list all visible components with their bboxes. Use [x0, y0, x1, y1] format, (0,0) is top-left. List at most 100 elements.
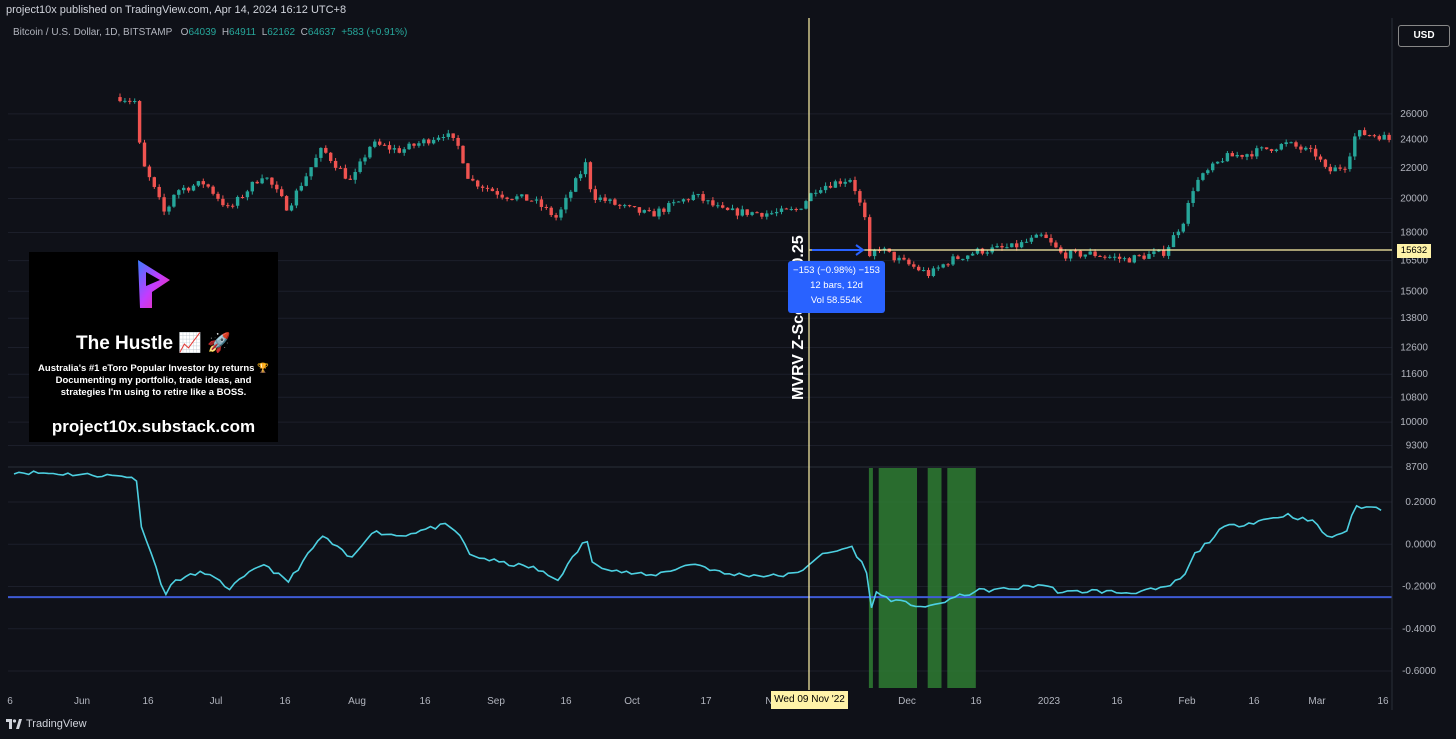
candle-body: [431, 139, 436, 144]
date-tick-label: Oct: [624, 696, 640, 707]
candle-body: [1176, 231, 1181, 236]
candle-body: [735, 208, 740, 216]
candle-body: [809, 193, 813, 202]
candle-body: [995, 245, 999, 248]
candle-body: [970, 253, 975, 256]
candle-body: [1304, 147, 1308, 150]
candle-body: [868, 217, 872, 257]
candle-body: [1284, 142, 1288, 145]
candle-body: [343, 168, 348, 179]
date-tick-label: 16: [970, 696, 982, 707]
candle-body: [941, 264, 945, 268]
mvrv-highlight-band: [947, 468, 976, 688]
candle-body: [539, 199, 544, 207]
candle-body: [1010, 243, 1014, 248]
candle-body: [667, 203, 671, 212]
candle-body: [1088, 251, 1092, 255]
price-tick-label: 11600: [1401, 369, 1429, 380]
candle-body: [770, 213, 774, 215]
open-value: 64039: [188, 27, 217, 38]
candle-body: [750, 212, 754, 215]
candle-body: [471, 178, 475, 181]
candle-body: [652, 211, 656, 217]
highlight-bands: [868, 468, 976, 688]
candle-body: [1362, 130, 1367, 136]
candle-body: [289, 205, 294, 211]
candle-body: [1064, 252, 1068, 259]
candle-body: [863, 202, 867, 218]
candle-body: [319, 147, 323, 158]
date-tick-label: 16: [1377, 696, 1389, 707]
candle-body: [1215, 161, 1220, 164]
candle-body: [1328, 166, 1332, 172]
mvrv-highlight-band: [927, 468, 942, 688]
date-tick-label: 17: [700, 696, 712, 707]
currency-button[interactable]: USD: [1398, 25, 1450, 47]
candle-body: [662, 208, 666, 212]
candle-body: [637, 207, 642, 213]
candle-body: [1211, 163, 1215, 171]
candle-body: [1367, 135, 1372, 137]
candle-body: [397, 148, 401, 153]
candle-body: [206, 184, 210, 187]
crosshair-price-label: 15632: [1397, 244, 1431, 258]
date-tick-label: 16: [279, 696, 291, 707]
candle-body: [133, 101, 137, 103]
candle-body: [378, 141, 382, 145]
candle-body: [1191, 191, 1195, 203]
candle-body: [814, 192, 818, 194]
candle-body: [843, 181, 847, 184]
candle-body: [368, 146, 372, 158]
candle-body: [1113, 256, 1117, 258]
candle-body: [363, 157, 367, 162]
candle-body: [1309, 147, 1313, 149]
candle-body: [765, 213, 769, 217]
candle-body: [515, 196, 519, 200]
date-tick-label: 2023: [1038, 696, 1061, 707]
candle-body: [250, 181, 254, 192]
candle-body: [240, 196, 245, 198]
candle-body: [1206, 170, 1210, 174]
candle-body: [387, 145, 392, 150]
candle-body: [956, 256, 960, 259]
price-tick-label: 18000: [1400, 228, 1428, 239]
zscore-tick-label: 0.2000: [1405, 497, 1436, 508]
candle-body: [1255, 148, 1259, 157]
candle-body: [402, 149, 406, 153]
candle-body: [1049, 238, 1053, 243]
candle-body: [593, 189, 597, 200]
close-label: C: [300, 27, 308, 38]
candle-body: [872, 250, 877, 257]
lower-grid: [8, 501, 1392, 672]
candle-body: [123, 100, 127, 102]
candle-body: [177, 190, 181, 195]
candle-body: [299, 185, 303, 191]
candle-body: [613, 199, 617, 205]
candle-body: [559, 209, 563, 218]
candle-body: [1274, 149, 1279, 151]
candle-body: [730, 208, 735, 211]
candle-body: [1220, 161, 1225, 163]
candle-body: [226, 205, 230, 207]
low-label: L: [261, 27, 268, 38]
candle-body: [1264, 147, 1269, 150]
symbol-legend[interactable]: Bitcoin / U.S. Dollar, 1D, BITSTAMP O640…: [13, 27, 407, 38]
candle-body: [505, 197, 509, 199]
price-tick-label: 15000: [1400, 286, 1428, 297]
candle-body: [147, 166, 152, 178]
date-tick-label: Dec: [898, 696, 916, 707]
candle-body: [1152, 251, 1156, 254]
price-tick-label: 16500: [1400, 256, 1428, 267]
zscore-series: [8, 470, 1392, 609]
candle-body: [740, 209, 744, 216]
candle-body: [961, 258, 965, 260]
date-tick-label: Feb: [1178, 696, 1196, 707]
candle-body: [1299, 146, 1303, 150]
candle-body: [696, 194, 700, 196]
footer-brand[interactable]: TradingView: [6, 718, 87, 730]
lower-y-axis: 0.2000 0.0000 -0.2000 -0.4000 -0.6000: [1402, 497, 1436, 677]
date-tick-label: Mar: [1308, 696, 1326, 707]
candle-body: [946, 264, 950, 266]
zscore-tick-label: -0.4000: [1402, 624, 1436, 635]
candle-body: [569, 191, 573, 198]
